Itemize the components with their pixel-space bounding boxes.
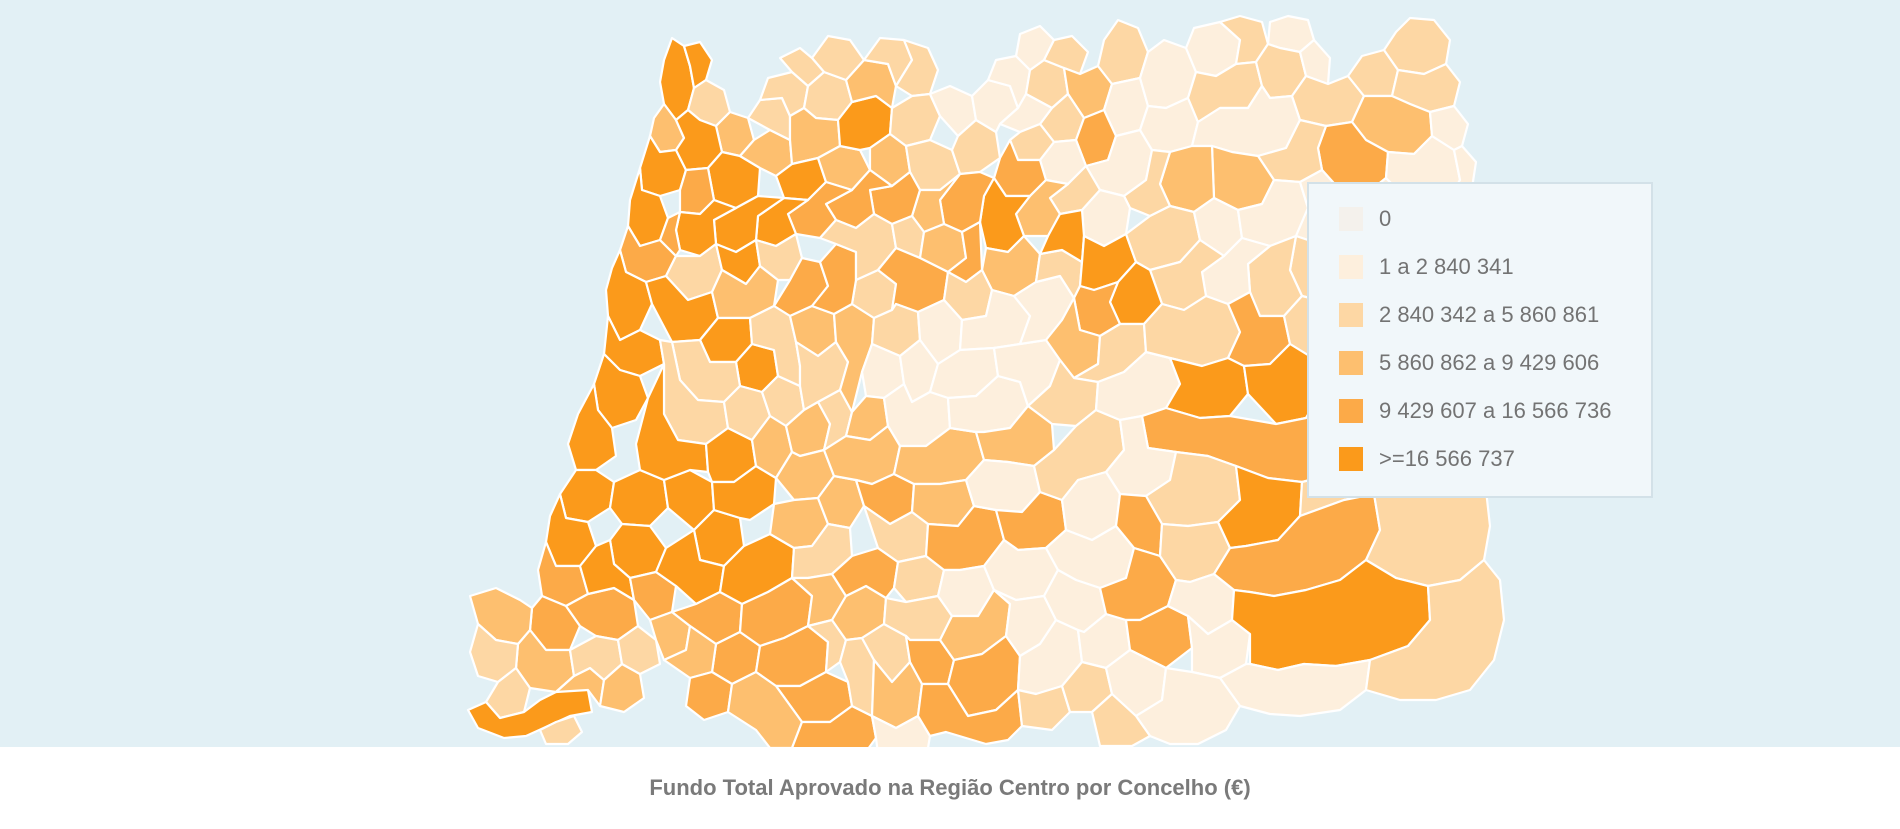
- legend-label: >=16 566 737: [1379, 446, 1515, 471]
- footer: Fundo Total Aprovado na Região Centro po…: [0, 747, 1900, 829]
- municipality-region[interactable]: [674, 108, 724, 172]
- municipality-region[interactable]: [578, 538, 636, 602]
- legend-label: 0: [1379, 206, 1392, 231]
- municipality-regions: [466, 14, 1506, 747]
- legend-item-class-3[interactable]: 5 860 862 a 9 429 606: [1339, 348, 1599, 378]
- map-area: 0 1 a 2 840 341 2 840 342 a 5 860 861 5 …: [0, 0, 1900, 747]
- municipality-region[interactable]: [558, 468, 616, 524]
- legend-label: 9 429 607 a 16 566 736: [1379, 398, 1612, 423]
- municipality-region[interactable]: [1142, 294, 1242, 368]
- municipality-region[interactable]: [1164, 356, 1250, 420]
- municipality-region[interactable]: [1138, 96, 1200, 154]
- legend-item-class-0[interactable]: 0: [1339, 204, 1391, 234]
- legend-item-class-5[interactable]: >=16 566 737: [1339, 444, 1515, 474]
- municipality-region[interactable]: [1016, 684, 1072, 732]
- legend-swatch: [1339, 447, 1363, 471]
- legend-swatch: [1339, 399, 1363, 423]
- municipality-region[interactable]: [1364, 558, 1506, 702]
- municipality-region[interactable]: [1218, 658, 1372, 718]
- legend-item-class-1[interactable]: 1 a 2 840 341: [1339, 252, 1514, 282]
- legend-label: 1 a 2 840 341: [1379, 254, 1514, 279]
- municipality-region[interactable]: [1090, 692, 1152, 747]
- legend: 0 1 a 2 840 341 2 840 342 a 5 860 861 5 …: [1307, 182, 1653, 498]
- legend-swatch: [1339, 303, 1363, 327]
- municipality-region[interactable]: [778, 46, 826, 88]
- municipality-region[interactable]: [538, 714, 584, 746]
- legend-swatch: [1339, 255, 1363, 279]
- municipality-region[interactable]: [1298, 38, 1332, 86]
- legend-swatch: [1339, 207, 1363, 231]
- municipality-region[interactable]: [1038, 208, 1086, 264]
- legend-item-class-2[interactable]: 2 840 342 a 5 860 861: [1339, 300, 1599, 330]
- legend-label: 5 860 862 a 9 429 606: [1379, 350, 1600, 375]
- legend-item-class-4[interactable]: 9 429 607 a 16 566 736: [1339, 396, 1611, 426]
- municipality-region[interactable]: [1134, 666, 1242, 746]
- legend-label: 2 840 342 a 5 860 861: [1379, 302, 1600, 327]
- municipality-region[interactable]: [916, 682, 1024, 746]
- municipality-region[interactable]: [684, 670, 734, 722]
- legend-swatch: [1339, 351, 1363, 375]
- municipality-region[interactable]: [726, 670, 804, 747]
- municipality-region[interactable]: [634, 362, 710, 482]
- choropleth-map: [466, 14, 1506, 747]
- chart-title: Fundo Total Aprovado na Região Centro po…: [649, 775, 1251, 800]
